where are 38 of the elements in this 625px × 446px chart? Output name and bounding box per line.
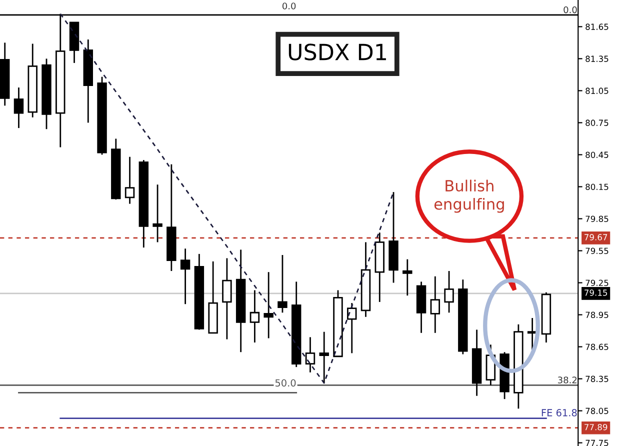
- candlestick: [124, 156, 135, 204]
- candlestick: [444, 270, 454, 314]
- candlestick: [278, 254, 288, 314]
- series-label: 50.0: [275, 379, 296, 387]
- candlestick: [152, 184, 162, 243]
- y-tick-label: 80.75: [586, 120, 608, 126]
- candlestick: [180, 248, 190, 305]
- annotation: Bullish engulfing: [434, 180, 504, 213]
- candlestick: [222, 258, 232, 340]
- candlestick: [14, 86, 24, 129]
- y-tick-label: 78.65: [586, 344, 608, 350]
- ref-line-label: 79.15: [584, 290, 608, 296]
- y-tick-label: 79.85: [586, 216, 608, 222]
- y-tick-label: 79.55: [586, 248, 608, 254]
- annotation: 38.2: [558, 376, 577, 384]
- candlestick: [250, 290, 260, 344]
- candlestick: [430, 276, 440, 334]
- candlestick: [402, 258, 412, 296]
- y-tick-label: 80.15: [586, 184, 608, 190]
- y-tick-label: 79.25: [586, 280, 608, 286]
- text: USDX D1: [288, 44, 386, 60]
- y-tick-label: 78.35: [586, 376, 608, 382]
- candlestick: [347, 302, 357, 354]
- y-tick-label: 77.75: [586, 440, 608, 446]
- series-label: FE 61.8: [542, 409, 577, 416]
- y-tick-label: 81.65: [586, 24, 608, 30]
- candlestick: [264, 271, 274, 339]
- y-tick-label: 78.05: [586, 408, 608, 414]
- candlestick: [305, 336, 316, 374]
- annotation: 0.0: [282, 2, 296, 10]
- ref-line-label: 77.89: [584, 424, 608, 430]
- y-tick-label: 78.95: [586, 312, 608, 318]
- candlestick: [319, 331, 329, 384]
- y-tick-label: 81.05: [586, 88, 608, 94]
- ref-line-label: 79.67: [584, 234, 608, 240]
- y-tick-label: 80.45: [586, 152, 608, 158]
- annotation: 0.0: [564, 6, 577, 14]
- y-tick-label: 81.35: [586, 56, 608, 62]
